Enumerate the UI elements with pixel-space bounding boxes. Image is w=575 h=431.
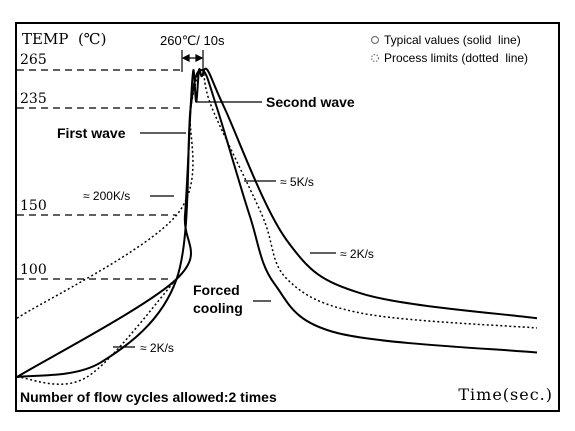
chart-frame: [15, 22, 560, 412]
peak-width-marker: [181, 50, 204, 72]
series-process-limit-dotted-line: [16, 69, 538, 329]
series-lower-limit-line: [16, 68, 538, 378]
x-axis-label: Time(sec.): [458, 385, 553, 404]
legend-marker-solid: [370, 35, 380, 45]
annotation-second-wave: Second wave: [266, 94, 355, 110]
annotation-first-wave: First wave: [57, 125, 126, 141]
annotation-200ks: ≈ 200K/s: [83, 189, 130, 203]
y-tick-label-100: 100: [20, 262, 47, 278]
legend-label-solid: Typical values (solid line): [384, 33, 521, 47]
legend-label-dotted: Process limits (dotted line): [384, 51, 528, 65]
series-preheat-limit-dotted-line: [16, 278, 178, 385]
y-tick-label-265: 265: [20, 52, 47, 68]
series-typical-line: [16, 67, 538, 378]
annotation-cooling: cooling: [193, 300, 243, 316]
annotation-forced: Forced: [193, 282, 240, 298]
peak-annotation: 260℃/ 10s: [160, 33, 225, 48]
annotation-5ks: ≈ 5K/s: [280, 175, 314, 189]
y-tick-label-235: 235: [20, 91, 47, 107]
annotation-2ks-preheat: ≈ 2K/s: [140, 341, 174, 355]
annotation-2ks-cooling: ≈ 2K/s: [340, 247, 374, 261]
y-axis-label: TEMP (℃): [22, 30, 106, 48]
flow-cycles-footer: Number of flow cycles allowed:2 times: [20, 389, 277, 405]
reference-lines: [17, 69, 183, 280]
legend-marker-dotted: [370, 53, 380, 63]
legend: Typical values (solid line) Process limi…: [370, 33, 528, 65]
y-tick-label-150: 150: [20, 198, 47, 214]
annotation-leaders: [113, 101, 336, 348]
